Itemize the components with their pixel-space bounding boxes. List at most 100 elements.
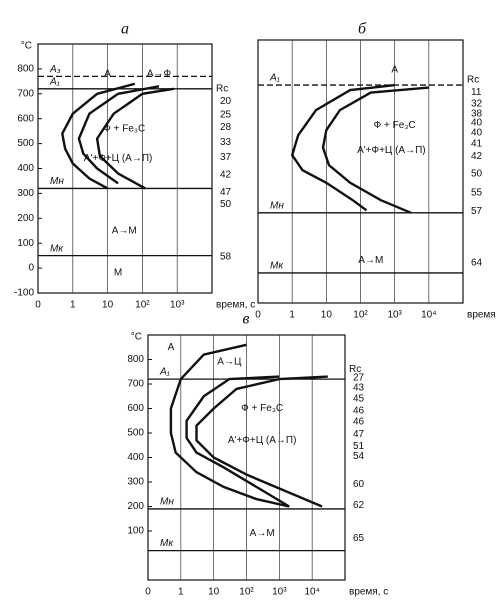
hardness-value: 11 (471, 87, 482, 98)
reference-label: Mн (50, 176, 64, 187)
region-label: А'+Ф+Ц (А→П) (228, 435, 297, 446)
hardness-value: 25 (220, 110, 232, 121)
reference-label: Mк (270, 261, 284, 272)
region-label: А→М (250, 528, 275, 539)
y-tick-label: 400 (17, 163, 34, 174)
hardness-value: 60 (353, 479, 365, 490)
hardness-value: 37 (220, 152, 232, 163)
reference-label: Mк (160, 538, 174, 549)
x-tick-label: 10 (208, 587, 220, 598)
c-curve (321, 86, 429, 214)
hardness-value: 20 (220, 96, 232, 107)
region-label: Ф + Fe₃C (374, 120, 416, 131)
y-tick-label: 200 (17, 213, 34, 224)
y-tick-label: 800 (17, 64, 34, 75)
region-label: Ф + Fe₃C (103, 123, 145, 134)
reference-label: A₃ (49, 64, 61, 75)
x-tick-label: 0 (35, 300, 41, 311)
panel-title: б (358, 21, 367, 38)
hardness-value: 27 (353, 373, 365, 384)
hardness-value: 55 (471, 187, 483, 198)
y-tick-label: 300 (17, 188, 34, 199)
x-tick-label: 1 (178, 587, 184, 598)
region-label: М (114, 268, 122, 279)
hardness-value: 46 (353, 406, 365, 417)
hardness-title: Rc (216, 83, 228, 94)
region-label: А→М (112, 225, 137, 236)
hardness-value: 47 (353, 429, 365, 440)
region-label: А'+Ф+Ц (А→П) (84, 153, 153, 164)
hardness-value: 62 (353, 500, 365, 511)
y-tick-label: 100 (127, 526, 144, 537)
hardness-value: 50 (220, 199, 232, 210)
panel-title: а (121, 21, 129, 38)
hardness-value: 64 (471, 258, 483, 269)
reference-label: Mн (270, 200, 284, 211)
y-tick-label: 600 (127, 403, 144, 414)
hardness-value: 54 (353, 451, 365, 462)
y-axis-label: °C (21, 41, 32, 52)
hardness-value: 40 (471, 127, 483, 138)
hardness-value: 28 (220, 122, 232, 133)
c-curve (169, 343, 290, 508)
region-label: А (104, 69, 111, 80)
y-tick-label: 200 (127, 501, 144, 512)
x-tick-label: 10³ (387, 310, 402, 321)
hardness-value: 51 (353, 441, 365, 452)
hardness-value: 57 (471, 206, 483, 217)
y-tick-label: 0 (28, 263, 34, 274)
x-axis-label: время, с (349, 587, 388, 598)
y-tick-label: 100 (17, 238, 34, 249)
x-tick-label: 1 (70, 300, 76, 311)
x-tick-label: 10 (102, 300, 114, 311)
hardness-value: 65 (353, 533, 365, 544)
x-tick-label: 1 (289, 310, 295, 321)
hardness-title: Rc (349, 364, 361, 375)
hardness-value: 42 (220, 169, 232, 180)
y-tick-label: -100 (14, 288, 34, 299)
hardness-value: 33 (220, 137, 232, 148)
c-curve (61, 82, 136, 190)
y-tick-label: 700 (17, 88, 34, 99)
hardness-value: 47 (220, 187, 232, 198)
x-axis-label: время, с (467, 310, 496, 321)
hardness-value: 38 (471, 109, 483, 120)
y-tick-label: 800 (127, 354, 144, 365)
region-label: А'+Ф+Ц (А→П) (357, 145, 426, 156)
y-tick-label: 600 (17, 113, 34, 124)
region-label: А (391, 65, 398, 76)
region-label: А→Ф (147, 69, 172, 80)
c-curve (290, 83, 395, 212)
reference-label: A₁ (49, 76, 60, 87)
region-label: А (168, 342, 175, 353)
x-axis-label: время, с (216, 300, 255, 311)
hardness-value: 43 (353, 382, 365, 393)
reference-label: A₁ (159, 367, 170, 378)
c-curve (77, 85, 160, 185)
hardness-value: 40 (471, 117, 483, 128)
hardness-value: 46 (353, 417, 365, 428)
c-curve (195, 375, 328, 508)
reference-label: Mн (160, 497, 174, 508)
x-tick-label: 10³ (272, 587, 287, 598)
x-tick-label: 10² (353, 310, 368, 321)
y-tick-label: 500 (17, 138, 34, 149)
reference-label: A₁ (269, 73, 280, 84)
region-label: А→Ц (217, 357, 242, 368)
c-curve (95, 87, 174, 190)
region-label: А→М (358, 255, 383, 266)
hardness-value: 42 (471, 151, 483, 162)
x-tick-label: 10⁴ (421, 310, 436, 321)
hardness-value: 58 (220, 252, 232, 263)
region-label: Ф + Fe₃C (241, 403, 283, 414)
x-tick-label: 10² (239, 587, 254, 598)
y-tick-label: 500 (127, 428, 144, 439)
reference-label: Mк (50, 243, 64, 254)
panel-title: в (243, 311, 250, 328)
x-tick-label: 0 (145, 587, 151, 598)
x-tick-label: 10³ (170, 300, 185, 311)
x-tick-label: 0 (255, 310, 261, 321)
hardness-title: Rc (467, 75, 479, 86)
y-tick-label: 700 (127, 379, 144, 390)
